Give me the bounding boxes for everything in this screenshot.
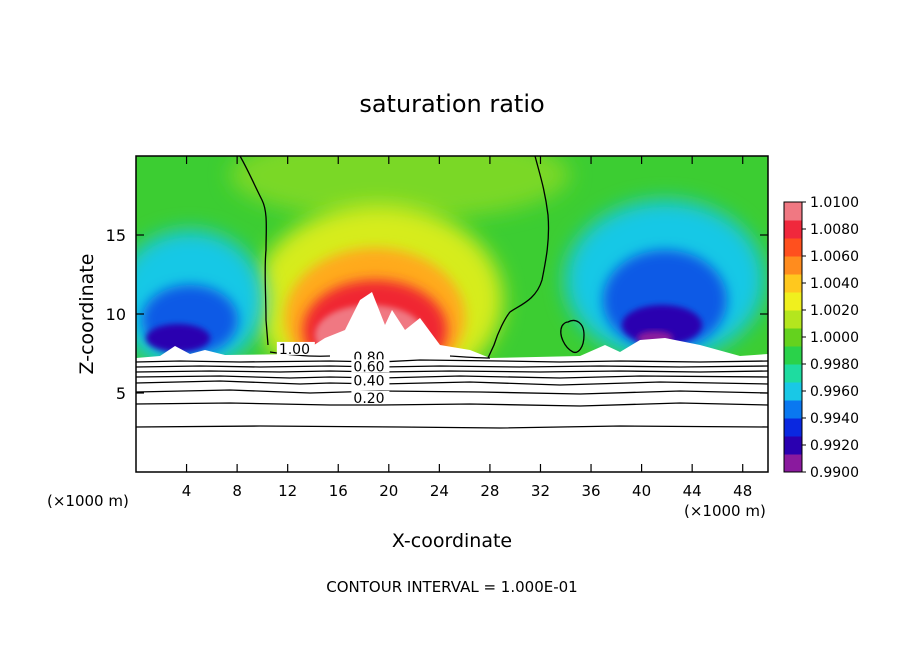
y-tick-label: 15 [106, 226, 126, 245]
x-tick-label: 48 [733, 482, 752, 500]
contour-label: 1.00 [279, 342, 310, 358]
colorbar-segment [784, 274, 802, 293]
contour-1.00-loop [560, 319, 585, 354]
colorbar-label: 0.9980 [810, 357, 859, 373]
contour-interval-note: CONTOUR INTERVAL = 1.000E-01 [326, 578, 577, 596]
x-tick-label: 28 [480, 482, 499, 500]
colorbar-segment [784, 310, 802, 329]
colorbar-label: 0.9940 [810, 411, 859, 427]
colorbar-segment [784, 364, 802, 383]
contour-1.00-left [239, 156, 269, 346]
colorbar-label: 0.9920 [810, 438, 859, 454]
contour-label-bg [351, 359, 390, 373]
x-tick-label: 20 [379, 482, 398, 500]
contour-labels: 1.00 0.800.600.400.20 [276, 341, 390, 407]
x-tick-label: 24 [430, 482, 449, 500]
colorbar-segment [784, 256, 802, 275]
contour-0.80 [136, 359, 768, 363]
colorbar-label: 1.0040 [810, 276, 859, 292]
colorbar-segment [784, 220, 802, 239]
x-tick-label: 4 [182, 482, 192, 500]
contour-0.10 [136, 425, 768, 429]
x-tick-label: 40 [632, 482, 651, 500]
contour-1.00-right [487, 156, 550, 359]
contour-0.30 [136, 389, 768, 395]
contour-label: 0.60 [353, 359, 384, 375]
y-axis-label: Z-coordinate [76, 254, 98, 375]
colorbar-label: 1.0000 [810, 330, 859, 346]
contour-label-bg [351, 390, 390, 404]
colorbar-label: 1.0060 [810, 249, 859, 265]
colorbar-segment [784, 346, 802, 365]
colorbar-label: 1.0080 [810, 222, 859, 238]
y-tick-label: 5 [116, 384, 126, 403]
field-green-upper [230, 156, 570, 220]
colorbar-segment [784, 328, 802, 347]
y-axis-unit: (×1000 m) [47, 492, 129, 510]
x-tick-label: 36 [581, 482, 600, 500]
x-tick-label: 8 [232, 482, 242, 500]
colorbar-segment [784, 454, 802, 473]
colorbar-label: 1.0020 [810, 303, 859, 319]
chart-title: saturation ratio [359, 90, 544, 118]
contour-0.60 [136, 370, 768, 373]
heatmap-field [136, 156, 768, 472]
colorbar-segment [784, 400, 802, 419]
x-tick-label: 16 [329, 482, 348, 500]
x-axis-ticks: 4 8 12 16 20 24 28 32 36 40 44 48 [182, 156, 752, 500]
x-tick-label: 44 [683, 482, 702, 500]
colorbar-label: 0.9960 [810, 384, 859, 400]
y-axis-ticks: 5 10 15 [106, 226, 768, 403]
contour-label-bg [351, 373, 390, 387]
contour-label: 0.40 [353, 374, 384, 390]
field-darkblue-left [146, 324, 210, 352]
colorbar-label: 1.0100 [810, 195, 859, 211]
x-tick-label: 32 [531, 482, 550, 500]
contour-1.00-base [269, 351, 491, 359]
contour-label: 0.20 [353, 391, 384, 407]
x-axis-unit: (×1000 m) [684, 502, 766, 520]
x-axis-label: X-coordinate [392, 530, 512, 552]
colorbar-segment [784, 238, 802, 257]
colorbar-segment [784, 202, 802, 221]
colorbar-segment [784, 292, 802, 311]
colorbar-segment [784, 418, 802, 437]
contour-0.20 [136, 402, 768, 407]
colorbar: 1.0100 1.0080 1.0060 1.0040 1.0020 1.0000 0.99… [783, 195, 859, 481]
colorbar-segment [784, 382, 802, 401]
x-tick-label: 12 [278, 482, 297, 500]
y-tick-label: 10 [106, 305, 126, 324]
colorbar-segment [784, 436, 802, 455]
colorbar-label: 0.9900 [810, 465, 859, 481]
contour-0.70 [136, 365, 768, 368]
contour-label-bg [276, 341, 315, 355]
